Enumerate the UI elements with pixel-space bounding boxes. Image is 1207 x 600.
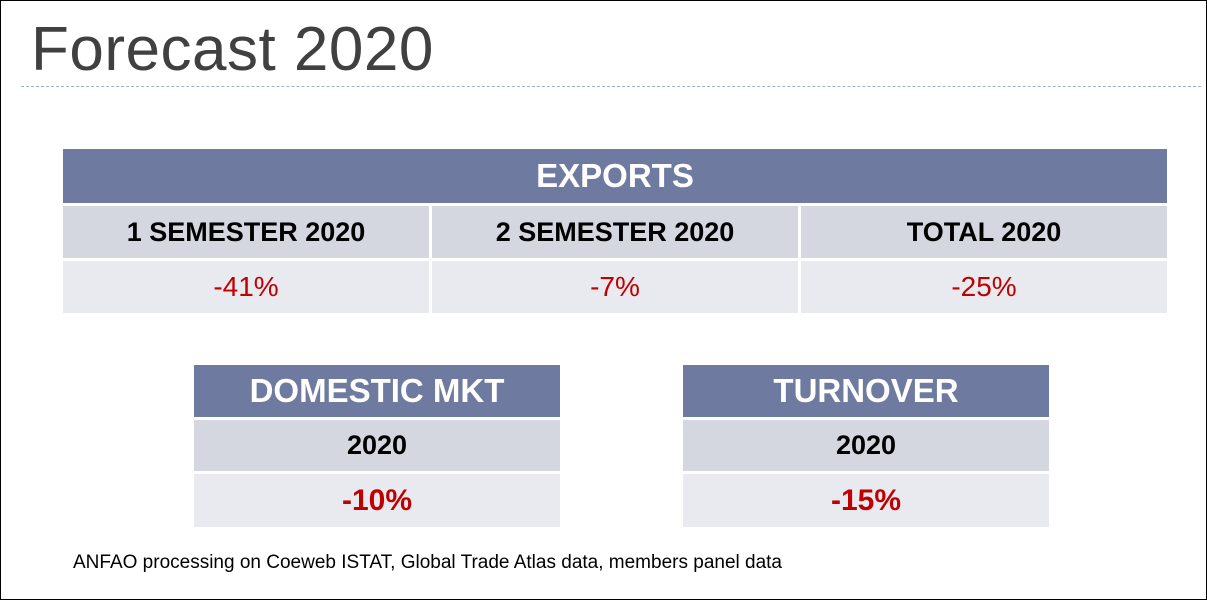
exports-col-2-semester: 2 SEMESTER 2020: [429, 206, 798, 258]
domestic-header: DOMESTIC MKT: [194, 365, 560, 420]
exports-value-row: -41% -7% -25%: [63, 261, 1167, 313]
turnover-year: 2020: [683, 420, 1049, 474]
slide-title: Forecast 2020: [31, 15, 434, 84]
title-divider: [21, 86, 1201, 87]
exports-period-row: 1 SEMESTER 2020 2 SEMESTER 2020 TOTAL 20…: [63, 206, 1167, 261]
domestic-market-table: DOMESTIC MKT 2020 -10%: [194, 365, 560, 527]
exports-value-2-semester: -7%: [429, 261, 798, 313]
exports-header: EXPORTS: [63, 149, 1167, 206]
turnover-table: TURNOVER 2020 -15%: [683, 365, 1049, 527]
turnover-value: -15%: [683, 474, 1049, 527]
domestic-year: 2020: [194, 420, 560, 474]
source-note: ANFAO processing on Coeweb ISTAT, Global…: [73, 552, 782, 573]
exports-value-1-semester: -41%: [63, 261, 429, 313]
exports-value-total: -25%: [798, 261, 1167, 313]
turnover-header: TURNOVER: [683, 365, 1049, 420]
exports-table: EXPORTS 1 SEMESTER 2020 2 SEMESTER 2020 …: [63, 149, 1167, 313]
exports-col-total: TOTAL 2020: [798, 206, 1167, 258]
domestic-value: -10%: [194, 474, 560, 527]
exports-col-1-semester: 1 SEMESTER 2020: [63, 206, 429, 258]
